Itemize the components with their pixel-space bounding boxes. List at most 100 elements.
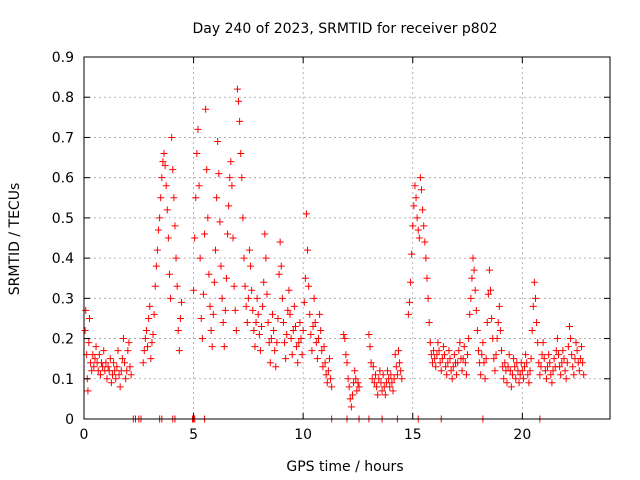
data-point [562,375,570,383]
data-point [411,182,419,190]
data-point [242,302,250,310]
data-point [308,347,316,355]
data-point [414,226,422,234]
data-point [277,262,285,270]
data-point [439,343,447,351]
data-point [437,367,445,375]
data-point [316,310,324,318]
data-point [253,294,261,302]
data-point [469,254,477,262]
data-point [126,363,134,371]
y-tick-label: 0.6 [52,171,74,187]
data-point [261,230,269,238]
data-point [518,367,526,375]
data-point [341,335,349,343]
data-point [495,302,503,310]
axis-ticks: 0 0.1 0.2 0.3 0.4 0.5 0.6 0.7 0.8 0.9 0 5 10 15 20 [52,50,610,443]
data-point [426,339,434,347]
data-point [564,343,572,351]
data-point [570,371,578,379]
data-point [438,355,446,363]
data-point [553,335,561,343]
data-point [281,339,289,347]
data-point [255,331,263,339]
data-point [190,286,198,294]
data-point [559,347,567,355]
data-point [216,218,224,226]
data-point [199,290,207,298]
data-point [141,335,149,343]
data-point [454,359,462,367]
data-point [526,367,534,375]
data-point [299,327,307,335]
data-point [500,375,508,383]
data-point [250,327,258,335]
data-point [466,310,474,318]
data-point [218,294,226,302]
data-point [433,351,441,359]
data-point [220,343,228,351]
data-point [410,202,418,210]
data-point [254,310,262,318]
data-point [317,327,325,335]
data-point [145,314,153,322]
data-point [150,310,158,318]
data-point [493,335,501,343]
data-point [159,158,167,166]
data-point [348,391,356,399]
data-point [569,363,577,371]
data-point [155,226,163,234]
data-point [345,383,353,391]
data-point [393,371,401,379]
data-point [256,347,264,355]
data-point [462,371,470,379]
data-point [557,371,565,379]
data-point [168,133,176,141]
data-point [270,327,278,335]
data-point [221,306,229,314]
data-point [347,403,355,411]
data-point [212,246,219,254]
data-point [544,363,552,371]
data-point [82,306,90,314]
data-point [512,375,520,383]
data-point [113,363,121,371]
data-point [324,367,332,375]
data-point [146,302,154,310]
data-point [539,339,547,347]
data-points [81,85,588,423]
y-tick-label: 0.9 [52,50,74,66]
data-point [560,355,568,363]
data-point [384,367,392,375]
data-point [545,351,553,359]
data-point [367,359,375,367]
data-point [296,318,304,326]
data-point [92,343,100,351]
data-point [515,379,523,387]
data-point [273,339,281,347]
data-point [398,375,406,383]
data-point [152,262,160,270]
data-point [556,363,564,371]
data-point [271,347,279,355]
data-point [315,335,323,343]
data-point [202,105,210,113]
data-point [473,327,481,335]
data-point [421,238,429,246]
data-point [244,294,252,302]
data-point [278,294,286,302]
data-point [237,150,245,158]
data-point [310,294,318,302]
data-point [325,355,333,363]
data-point [563,359,571,367]
data-point [295,339,303,347]
data-point [531,294,539,302]
data-point [116,383,124,391]
data-point [420,222,428,230]
data-point [432,363,440,371]
data-point [267,335,275,343]
data-point [450,351,458,359]
data-point [320,343,328,351]
data-point [165,270,173,278]
data-point [397,367,405,375]
